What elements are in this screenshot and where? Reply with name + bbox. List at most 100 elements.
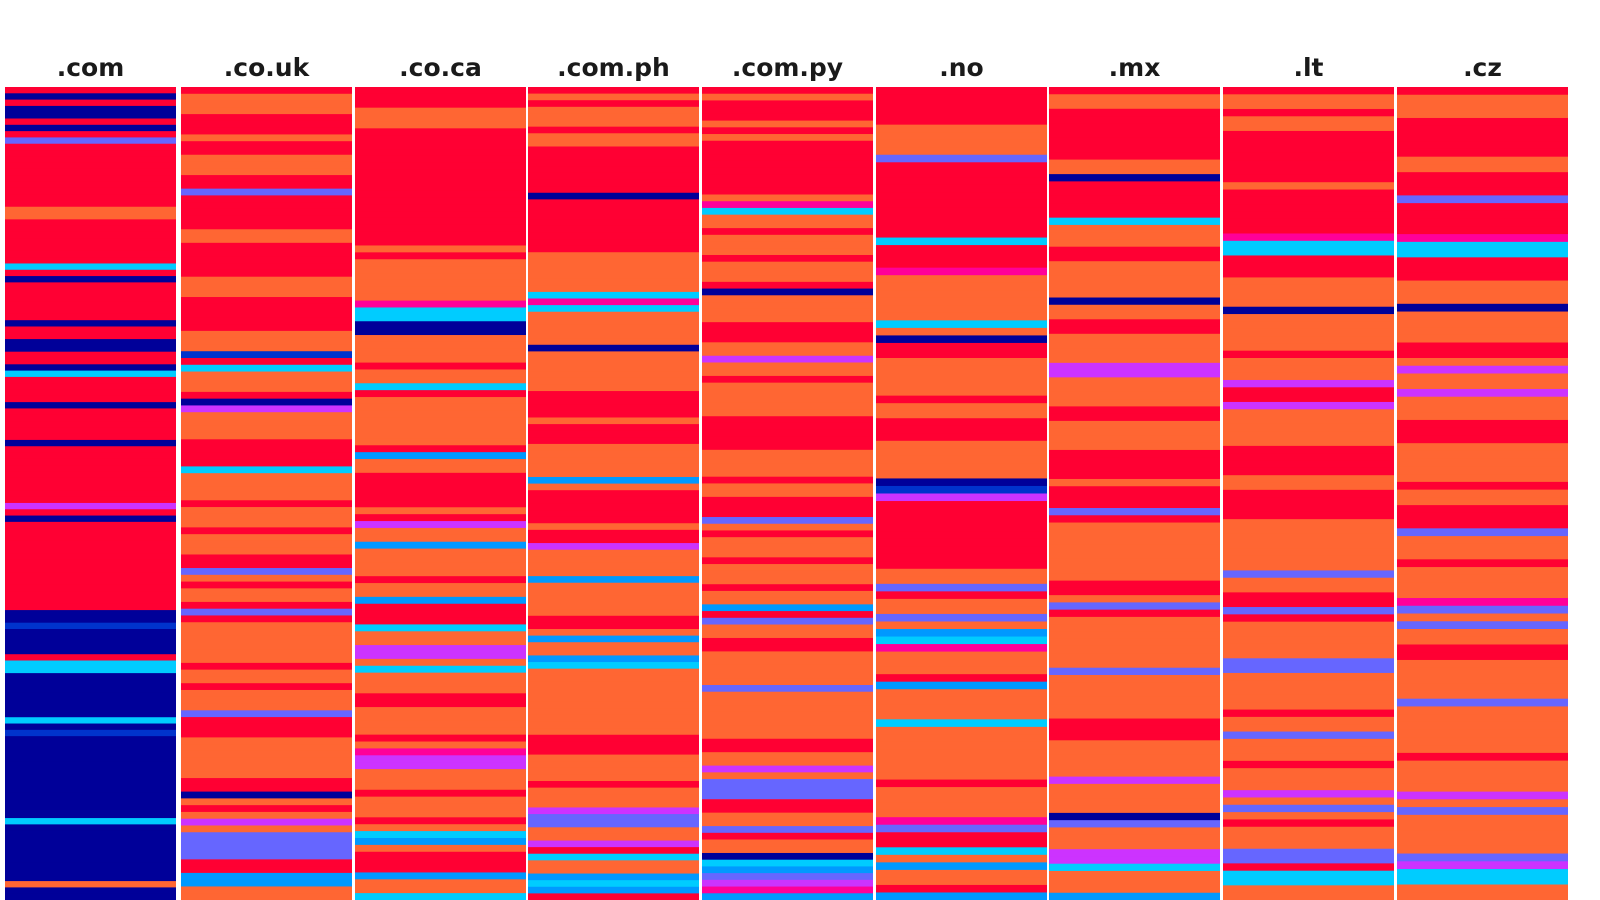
stripe — [181, 500, 352, 508]
stripe — [355, 727, 526, 736]
stripe — [1049, 471, 1220, 480]
stripe — [876, 546, 1047, 555]
stripe — [1397, 249, 1568, 258]
stripe — [5, 477, 176, 485]
stripe — [528, 457, 699, 465]
stripe — [528, 146, 699, 154]
stripe — [702, 617, 873, 626]
stripe — [876, 719, 1047, 728]
stripe — [1223, 519, 1394, 528]
stripe — [876, 282, 1047, 291]
stripe — [528, 609, 699, 617]
stripe — [1397, 435, 1568, 444]
stripe — [1049, 152, 1220, 161]
stripe — [1397, 543, 1568, 553]
stripe — [181, 188, 352, 197]
stripe — [702, 436, 873, 444]
stripe — [876, 787, 1047, 796]
stripe — [1049, 442, 1220, 451]
stripe — [1049, 849, 1220, 858]
stripe — [528, 443, 699, 452]
stripe — [1223, 233, 1394, 242]
stripe — [1049, 377, 1220, 386]
stripe — [876, 252, 1047, 261]
stripe — [528, 761, 699, 769]
stripe — [355, 837, 526, 846]
stripe — [181, 87, 352, 95]
stripe — [1049, 616, 1220, 625]
stripe — [528, 212, 699, 220]
stripe — [5, 376, 176, 384]
stripe — [1223, 255, 1394, 264]
stripe — [1223, 101, 1394, 110]
stripe — [1049, 878, 1220, 887]
stripe — [181, 764, 352, 772]
stripe — [1223, 401, 1394, 410]
stripe — [355, 486, 526, 495]
stripe — [1223, 863, 1394, 872]
stripe — [702, 745, 873, 753]
stripe — [181, 364, 352, 373]
stripe — [355, 328, 526, 336]
stripe — [1223, 292, 1394, 300]
stripe — [355, 734, 526, 743]
stripe — [355, 369, 526, 377]
stripe — [528, 741, 699, 749]
stripe — [528, 602, 699, 610]
stripe — [1223, 885, 1394, 894]
stripe — [876, 154, 1047, 163]
stripe — [528, 668, 699, 676]
stripe — [528, 708, 699, 716]
stripe — [181, 290, 352, 298]
stripe — [355, 390, 526, 398]
stripe — [181, 256, 352, 264]
stripe — [1397, 296, 1568, 305]
stripe — [1397, 210, 1568, 220]
stripe — [1223, 643, 1394, 652]
stripe — [1397, 419, 1568, 429]
stripe — [181, 642, 352, 650]
stripe — [1223, 753, 1394, 762]
stripe — [5, 559, 176, 567]
stripe — [181, 879, 352, 888]
stripe — [528, 344, 699, 352]
stripe — [1397, 776, 1568, 785]
stripe — [181, 723, 352, 732]
stripe — [1049, 820, 1220, 829]
stripe — [528, 205, 699, 214]
stripe — [355, 782, 526, 791]
stripe — [876, 508, 1047, 517]
stripe — [1397, 729, 1568, 738]
stripe — [181, 540, 352, 549]
stripe — [876, 485, 1047, 495]
stripe — [181, 561, 352, 569]
stripe — [528, 364, 699, 372]
stripe — [181, 486, 352, 495]
stripe — [876, 124, 1047, 133]
stripe — [5, 250, 176, 258]
stripe — [528, 576, 699, 584]
stripe — [1049, 261, 1220, 270]
stripe — [1397, 388, 1568, 398]
stripe — [1049, 297, 1220, 306]
stripe — [702, 496, 873, 505]
stripe — [181, 554, 352, 562]
stripe — [181, 689, 352, 698]
stripe — [181, 114, 352, 122]
stripe — [1223, 570, 1394, 579]
stripe — [876, 681, 1047, 690]
stripe — [1397, 342, 1568, 351]
stripe — [1397, 358, 1568, 367]
stripe — [1049, 130, 1220, 139]
stripe — [528, 781, 699, 789]
stripe — [702, 127, 873, 135]
stripe — [355, 135, 526, 143]
stripe — [355, 335, 526, 343]
stripe — [5, 597, 176, 605]
stripe — [1223, 797, 1394, 806]
stripe — [702, 812, 873, 820]
stripe — [1223, 475, 1394, 484]
stripe — [5, 818, 176, 825]
stripe — [876, 621, 1047, 630]
stripe — [1223, 409, 1394, 418]
